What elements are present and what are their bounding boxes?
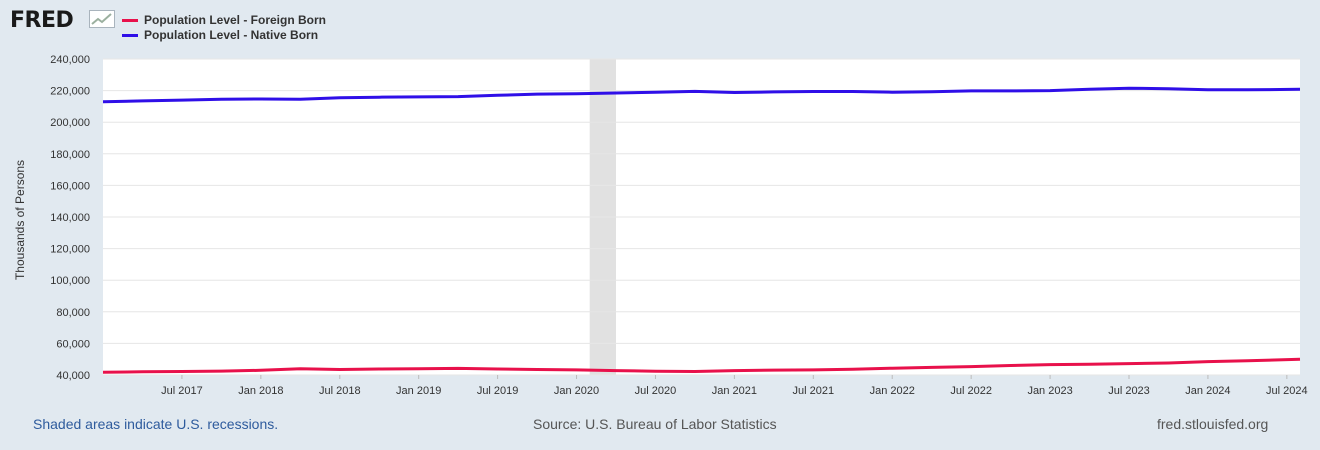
fred-logo[interactable]: FRED xyxy=(10,8,74,33)
source-note: Source: U.S. Bureau of Labor Statistics xyxy=(533,416,777,432)
x-tick-label-9: Jan 2022 xyxy=(870,385,915,397)
y-tick-label-1: 60,000 xyxy=(56,338,90,350)
legend-swatch-native-born xyxy=(122,33,138,37)
legend-item-foreign-born: Population Level - Foreign Born xyxy=(122,12,326,28)
y-axis-label: Thousands of Persons xyxy=(13,160,27,280)
series-line-0 xyxy=(102,357,1301,374)
series-line-1 xyxy=(102,86,1301,104)
legend-label-foreign-born: Population Level - Foreign Born xyxy=(144,13,327,27)
x-tick-label-3: Jan 2019 xyxy=(396,385,441,397)
x-tick-label-13: Jan 2024 xyxy=(1185,385,1230,397)
x-tick-label-14: Jul 2024 xyxy=(1266,385,1308,397)
x-tick-label-6: Jul 2020 xyxy=(635,385,677,397)
fred-graph-icon xyxy=(89,10,115,28)
y-tick-label-2: 80,000 xyxy=(56,307,90,319)
x-tick-label-0: Jul 2017 xyxy=(161,385,203,397)
y-tick-label-6: 160,000 xyxy=(50,180,90,192)
line-chart: 40,000 60,000 80,000 100,000 120,000 140,000 1… xyxy=(13,54,1308,397)
x-tick-label-5: Jan 2020 xyxy=(554,385,599,397)
legend-swatch-foreign-born xyxy=(122,18,138,22)
x-tick-label-8: Jul 2021 xyxy=(793,385,835,397)
site-link[interactable]: fred.stlouisfed.org xyxy=(1157,416,1269,432)
y-tick-label-0: 40,000 xyxy=(56,370,90,382)
x-tick-label-7: Jan 2021 xyxy=(712,385,757,397)
x-tick-label-12: Jul 2023 xyxy=(1108,385,1150,397)
x-tick-label-4: Jul 2019 xyxy=(477,385,519,397)
y-tick-label-4: 120,000 xyxy=(50,244,90,256)
y-tick-label-3: 100,000 xyxy=(50,275,90,287)
x-tick-label-1: Jan 2018 xyxy=(238,385,283,397)
y-tick-label-10: 240,000 xyxy=(50,54,90,66)
x-tick-label-11: Jan 2023 xyxy=(1027,385,1072,397)
y-tick-label-9: 220,000 xyxy=(50,86,90,98)
x-tick-label-2: Jul 2018 xyxy=(319,385,361,397)
y-tick-label-7: 180,000 xyxy=(50,149,90,161)
legend-item-native-born: Population Level - Native Born xyxy=(122,27,318,43)
y-tick-label-5: 140,000 xyxy=(50,212,90,224)
recession-note: Shaded areas indicate U.S. recessions. xyxy=(33,416,279,432)
legend-label-native-born: Population Level - Native Born xyxy=(144,28,319,42)
y-tick-label-8: 200,000 xyxy=(50,117,90,129)
x-tick-label-10: Jul 2022 xyxy=(950,385,992,397)
